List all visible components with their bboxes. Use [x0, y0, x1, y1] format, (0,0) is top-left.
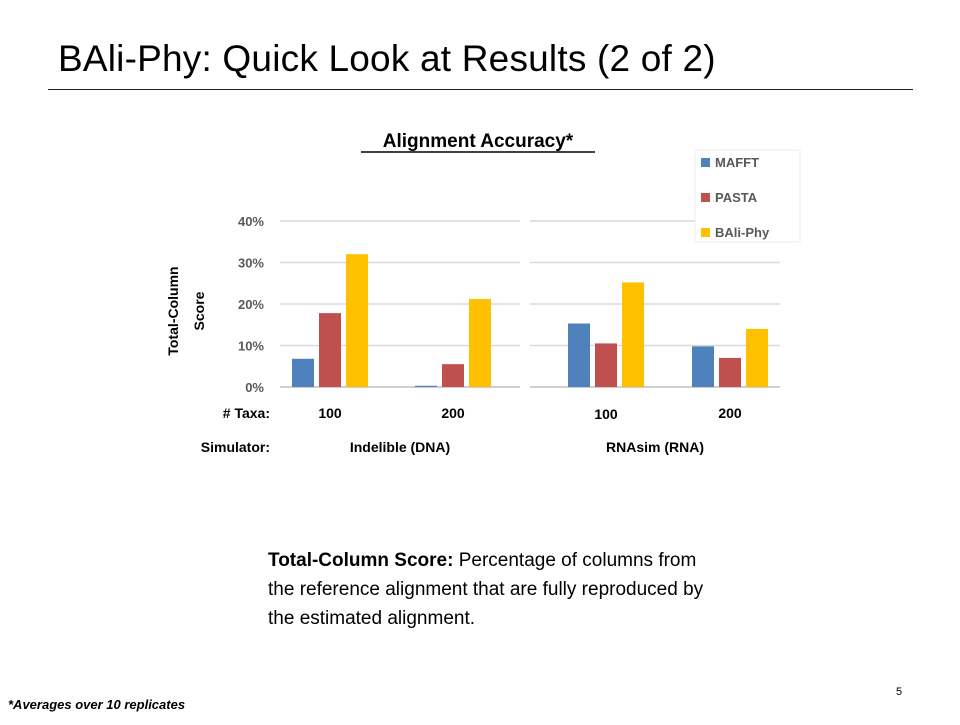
bar-mafft: [692, 346, 714, 387]
y-tick-label: 10%: [238, 339, 264, 354]
bar-bali-phy: [346, 254, 368, 387]
legend-label: BAli-Phy: [715, 225, 770, 240]
chart-title: Alignment Accuracy*: [383, 131, 574, 152]
legend-label: MAFFT: [715, 155, 759, 170]
bar-mafft: [292, 358, 314, 387]
legend-label: PASTA: [715, 190, 758, 205]
taxa-category-label: 100: [594, 406, 618, 422]
y-tick-label: 20%: [238, 297, 264, 312]
bar-pasta: [319, 313, 341, 387]
legend-box: [694, 149, 801, 243]
bar-mafft: [568, 323, 590, 387]
taxa-category-label: 100: [318, 405, 342, 421]
y-tick-label: 30%: [238, 256, 264, 271]
page-number: 5: [896, 686, 903, 698]
title-divider: [48, 89, 913, 90]
simulator-label: Indelible (DNA): [350, 439, 450, 455]
bar-pasta: [442, 364, 464, 387]
y-tick-label: 0%: [245, 380, 264, 395]
footnote: *Averages over 10 replicates: [8, 697, 186, 712]
bar-pasta: [719, 357, 741, 387]
bar-bali-phy: [469, 299, 491, 387]
definition-body: Percentage of columns from the reference…: [268, 550, 704, 629]
legend-swatch-bali-phy: [701, 228, 710, 237]
definition-term: Total-Column Score:: [268, 550, 454, 571]
legend-swatch-pasta: [701, 193, 710, 202]
y-axis-label: Total-Column Score: [165, 266, 207, 355]
y-tick-label: 40%: [238, 214, 264, 229]
bar-mafft: [415, 385, 437, 387]
bar-pasta: [595, 343, 617, 387]
taxa-category-label: 200: [441, 405, 465, 421]
bar-bali-phy: [746, 328, 768, 387]
bar-bali-phy: [622, 282, 644, 387]
simulator-row-label: Simulator:: [201, 439, 270, 455]
taxa-row-label: # Taxa:: [223, 405, 270, 421]
definition-text: Total-Column Score: Percentage of column…: [268, 546, 728, 633]
legend-swatch-mafft: [701, 158, 710, 167]
taxa-category-label: 200: [718, 405, 742, 421]
slide-title: BAli-Phy: Quick Look at Results (2 of 2): [58, 38, 716, 79]
simulator-label: RNAsim (RNA): [606, 439, 704, 455]
